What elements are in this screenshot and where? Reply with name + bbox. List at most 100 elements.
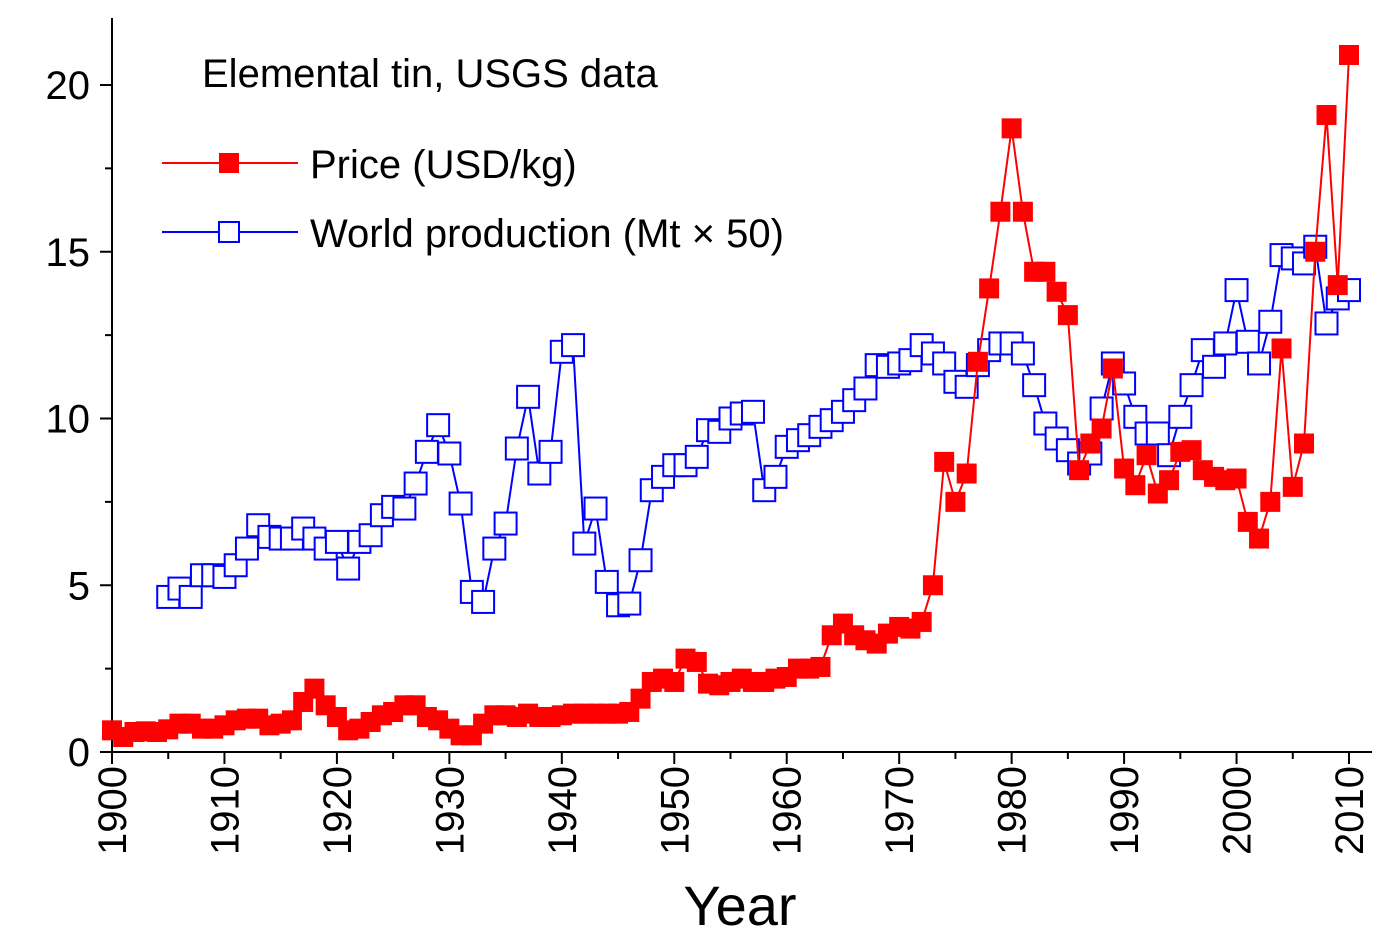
- production-point: [403, 471, 428, 496]
- production-point: [684, 444, 709, 469]
- production-point: [527, 461, 552, 486]
- price-point: [967, 351, 988, 372]
- series-layer: [102, 44, 1361, 747]
- series-line-0: [111, 54, 1350, 739]
- price-point: [1282, 476, 1303, 497]
- legend-production-label: World production (Mt × 50): [310, 212, 784, 256]
- x-axis-label: Year: [683, 874, 796, 937]
- production-point: [324, 529, 349, 554]
- production-point: [516, 384, 541, 409]
- price-point: [1012, 201, 1033, 222]
- price-point: [1046, 281, 1067, 302]
- x-tick-label: 1940: [541, 766, 585, 855]
- production-point: [1145, 421, 1170, 446]
- production-point: [853, 376, 878, 401]
- price-point: [1159, 470, 1180, 491]
- production-point: [1235, 329, 1260, 354]
- price-point: [1035, 261, 1056, 282]
- x-tick-label: 1990: [1103, 766, 1147, 855]
- y-tick-label: 0: [68, 731, 90, 775]
- production-point: [234, 536, 259, 561]
- production-point: [1168, 404, 1193, 429]
- production-point: [594, 569, 619, 594]
- price-point: [945, 491, 966, 512]
- price-point: [956, 463, 977, 484]
- price-point: [686, 651, 707, 672]
- production-point: [572, 531, 597, 556]
- price-point: [810, 656, 831, 677]
- production-point: [740, 399, 765, 424]
- series-group-1: [156, 234, 1361, 618]
- production-point: [583, 496, 608, 521]
- x-tick-label: 1970: [878, 766, 922, 855]
- price-point: [664, 671, 685, 692]
- price-point: [922, 575, 943, 596]
- production-point: [538, 439, 563, 464]
- price-point: [911, 611, 932, 632]
- price-point: [1237, 511, 1258, 532]
- price-point: [1102, 358, 1123, 379]
- price-point: [1249, 528, 1270, 549]
- production-point: [617, 591, 642, 616]
- x-tick-label: 2010: [1328, 766, 1372, 855]
- x-tick-label: 1960: [766, 766, 810, 855]
- production-point: [1258, 309, 1283, 334]
- production-point: [482, 536, 507, 561]
- y-tick-label: 10: [46, 398, 91, 442]
- price-point: [1316, 105, 1337, 126]
- series-group-0: [102, 44, 1359, 747]
- price-point: [1271, 338, 1292, 359]
- price-point: [1305, 241, 1326, 262]
- production-point: [414, 439, 439, 464]
- production-point: [392, 496, 417, 521]
- production-point: [448, 491, 473, 516]
- production-point: [358, 523, 383, 548]
- production-point: [628, 548, 653, 573]
- production-point: [437, 441, 462, 466]
- production-point: [336, 556, 361, 581]
- production-point: [1314, 311, 1339, 336]
- price-point: [1125, 475, 1146, 496]
- price-point: [1294, 433, 1315, 454]
- price-point: [1069, 460, 1090, 481]
- production-point: [1202, 354, 1227, 379]
- y-tick-label: 20: [46, 64, 91, 108]
- production-point: [504, 436, 529, 461]
- axes: [111, 18, 1372, 753]
- price-point: [1181, 440, 1202, 461]
- production-point: [1010, 341, 1035, 366]
- production-point: [426, 413, 451, 438]
- price-point: [1327, 275, 1348, 296]
- x-tick-label: 2000: [1216, 766, 1260, 855]
- production-point: [471, 589, 496, 614]
- legend-production-marker: [218, 221, 240, 243]
- legend: Price (USD/kg) World production (Mt × 50…: [162, 143, 784, 256]
- x-tick-label: 1910: [203, 766, 247, 855]
- price-point: [1080, 433, 1101, 454]
- price-point: [1260, 491, 1281, 512]
- price-point: [1339, 44, 1359, 65]
- price-point: [1136, 445, 1157, 466]
- y-tick-label: 15: [46, 231, 91, 275]
- production-point: [763, 464, 788, 489]
- price-point: [979, 278, 1000, 299]
- price-point: [281, 710, 302, 731]
- production-point: [1224, 278, 1249, 303]
- production-point: [1179, 373, 1204, 398]
- price-point: [630, 688, 651, 709]
- price-point: [1091, 418, 1112, 439]
- chart-title: Elemental tin, USGS data: [202, 52, 659, 96]
- price-point: [990, 201, 1011, 222]
- ticks: 0 5 10 15 20 1900 1910 1920 1930 1940 1950 1960 1970…: [46, 64, 1373, 855]
- production-point: [561, 333, 586, 358]
- legend-price-label: Price (USD/kg): [310, 143, 577, 187]
- x-tick-label: 1980: [991, 766, 1035, 855]
- production-point: [1213, 331, 1238, 356]
- production-point: [1247, 351, 1272, 376]
- production-point: [1022, 373, 1047, 398]
- x-tick-label: 1930: [428, 766, 472, 855]
- x-tick-label: 1950: [653, 766, 697, 855]
- production-point: [1089, 396, 1114, 421]
- production-point: [178, 584, 203, 609]
